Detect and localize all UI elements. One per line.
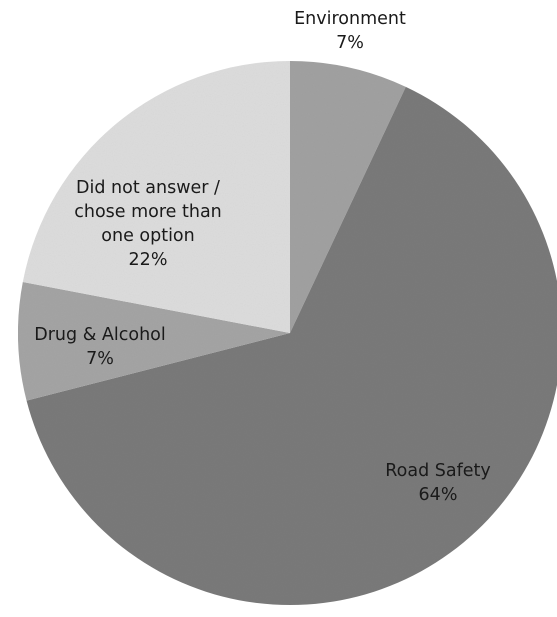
pie-slice-environment	[290, 61, 406, 333]
data-label-did-not-answer-chose-more-than-one-option: Did not answer / chose more than one optio…	[74, 178, 222, 270]
data-label-environment: Environment 7%	[294, 9, 406, 53]
data-label-category: Environment	[294, 9, 406, 29]
pie-labels: Environment 7% Road Safety 64% Drug & Alcoho…	[34, 9, 490, 505]
data-label-category: Did not answer /	[76, 178, 220, 198]
data-label-percent: 7%	[336, 33, 364, 53]
data-label-category: one option	[101, 226, 194, 246]
data-label-percent: 64%	[419, 485, 458, 505]
pie-slice-did-not-answer-chose-more-than-one-option	[22, 61, 290, 333]
data-label-category: chose more than	[74, 202, 222, 222]
data-label-percent: 22%	[129, 250, 168, 270]
data-label-percent: 7%	[86, 349, 114, 369]
pie-slice-road-safety	[26, 86, 557, 605]
data-label-drug-alcohol: Drug & Alcohol 7%	[34, 325, 165, 369]
data-label-road-safety: Road Safety 64%	[385, 461, 490, 505]
pie-slices	[18, 61, 557, 605]
pie-slice-drug-alcohol	[18, 282, 290, 401]
data-label-category: Drug & Alcohol	[34, 325, 165, 345]
data-label-category: Road Safety	[385, 461, 490, 481]
